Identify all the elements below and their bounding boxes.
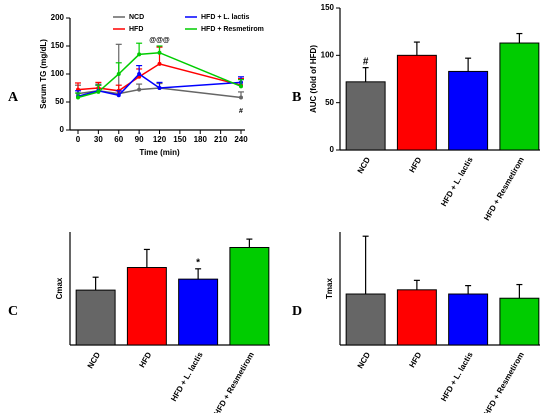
annotation: # [363,56,369,67]
y-axis-label: Serum TG (mg/dL) [39,39,48,109]
bar [178,278,219,346]
x-tick-label: 60 [114,135,123,144]
point [157,50,162,55]
y-tick-label: 100 [321,50,335,59]
x-tick-label: 150 [173,135,187,144]
point [157,86,162,90]
point [137,72,142,76]
x-tick-label: 120 [153,135,167,144]
panel-label: A [8,90,19,105]
y-tick-label: 100 [51,69,65,78]
legend-label: HFD + L. lactis [201,14,250,21]
x-tick-label: NCD [356,155,373,175]
panel-label: D [292,304,302,319]
x-tick-label: HFD + L. lactis [169,350,205,403]
bar [345,81,386,151]
x-tick-label: HFD + Resmetirom [482,156,526,223]
point [137,87,142,92]
x-tick-label: HFD [407,350,423,369]
legend-label: NCD [129,14,144,21]
x-tick-label: HFD + Resmetirom [212,351,256,413]
y-tick-label: 50 [55,97,64,106]
x-tick-label: 240 [234,135,248,144]
series-line [77,73,242,98]
x-tick-label: NCD [356,350,373,370]
x-tick-label: 0 [76,135,81,144]
y-axis-label: Cmax [55,277,64,299]
series-line [77,51,242,99]
bar [499,42,540,151]
annotation: @@@ [149,37,170,44]
x-tick-label: 90 [135,135,144,144]
y-tick-label: 150 [321,3,335,12]
point [239,84,243,89]
y-tick-label: 200 [51,13,65,22]
x-tick-label: 210 [214,135,228,144]
bar [75,289,116,346]
x-tick-label: 180 [194,135,208,144]
annotation: # [239,108,243,115]
x-tick-label: 30 [94,135,103,144]
bar [126,267,167,346]
annotation: * [196,257,200,268]
y-tick-label: 150 [51,41,65,50]
y-tick-label: 0 [60,125,65,134]
bar [229,246,270,346]
legend-label: HFD + Resmetirom [201,26,264,33]
x-tick-label: HFD + L. lactis [439,155,475,208]
y-axis-label: AUC (fold of HFD) [309,45,318,113]
point [96,89,101,94]
panel-label: C [8,304,18,319]
y-axis-label: Tmax [325,278,334,299]
point [116,72,121,76]
x-tick-label: HFD [407,155,423,174]
point [157,61,162,66]
legend-label: HFD [129,26,143,33]
x-tick-label: HFD [137,350,153,369]
bar [396,54,437,151]
point [116,93,121,98]
point [239,95,243,100]
point [76,95,80,100]
y-tick-label: 50 [325,98,334,107]
point [137,52,142,57]
x-tick-label: HFD + L. lactis [439,350,475,403]
x-tick-label: HFD + Resmetirom [482,351,526,413]
bar [345,293,386,346]
y-tick-label: 0 [330,145,335,154]
bar [448,70,489,151]
bar [396,289,437,346]
panel-label: B [292,90,301,105]
x-axis-label: Time (min) [139,148,180,157]
bar [499,297,540,346]
bar [448,293,489,346]
x-tick-label: NCD [86,350,103,370]
